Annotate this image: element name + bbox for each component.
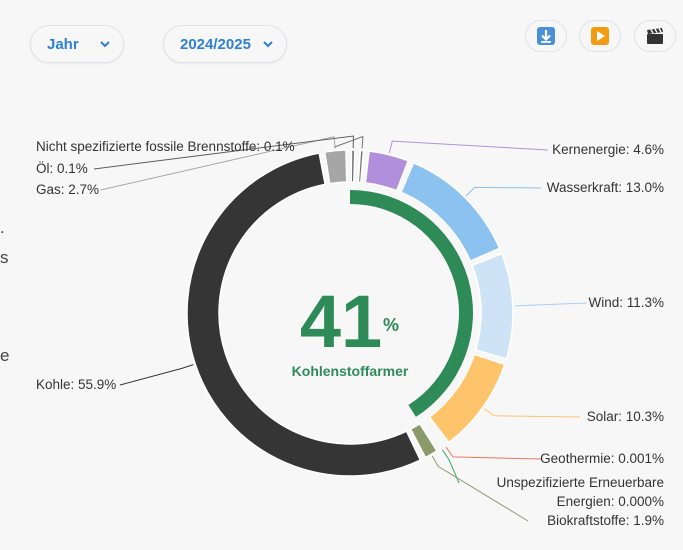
center-value: 41 — [300, 280, 382, 363]
slice-labels: Kernenergie: 4.6% Wasserkraft: 13.0% Wind:… — [36, 139, 664, 528]
slice-kernenergie[interactable] — [364, 150, 410, 192]
slice-label-wasserkraft: Wasserkraft: 13.0% — [547, 180, 664, 195]
slice-solar[interactable] — [428, 353, 506, 444]
low-carbon-arc — [350, 190, 473, 417]
play-button[interactable] — [579, 20, 621, 52]
leader-line-nicht-spezifizierte-fossile-brennstoffe — [334, 135, 364, 149]
leader-line-wind — [514, 302, 587, 307]
slice-label-nicht-spezifizierte-fossile-brennstoffe: Nicht spezifizierte fossile Brennstoffe:… — [36, 139, 295, 154]
slice-kohle[interactable] — [186, 152, 422, 477]
chevron-down-icon — [263, 41, 273, 48]
leader-line-wasserkraft — [465, 186, 542, 197]
slice-gas[interactable] — [323, 149, 348, 185]
slice-nicht-spezifizierte-fossile-brennstoffe[interactable] — [357, 149, 365, 184]
slice-label-wind: Wind: 11.3% — [588, 295, 664, 310]
slice-ol[interactable] — [350, 149, 356, 183]
slice-label-unspezifizierte-erneuerbare-energien: Unspezifizierte Erneuerbare — [497, 475, 664, 490]
slice-label-kernenergie: Kernenergie: 4.6% — [552, 142, 664, 157]
play-icon — [591, 27, 609, 45]
year-select[interactable]: 2024/2025 — [163, 25, 287, 63]
center-label: Kohlenstoffarmer — [292, 363, 409, 379]
slice-label-solar: Solar: 10.3% — [587, 409, 664, 424]
year-select-value: 2024/2025 — [180, 35, 251, 53]
leader-line-geothermie — [445, 446, 542, 460]
leader-line-kohle — [119, 364, 194, 386]
slice-label-geothermie: Geothermie: 0.001% — [540, 451, 664, 466]
slice-label-gas: Gas: 2.7% — [36, 182, 99, 197]
slice-biokraftstoffe[interactable] — [409, 422, 438, 459]
period-select[interactable]: Jahr — [30, 25, 124, 63]
leader-line-gas — [100, 136, 336, 191]
leader-line-solar — [484, 408, 581, 418]
chevron-down-icon — [100, 41, 110, 48]
leader-line-unspezifizierte-erneuerbare-energien — [441, 449, 460, 484]
slice-wasserkraft[interactable] — [400, 161, 501, 263]
clipped-text-fragment: . — [0, 218, 5, 237]
slice-label-unspezifizierte-erneuerbare-energien: Energien: 0.000% — [557, 494, 664, 509]
clapper-icon — [647, 28, 663, 44]
period-select-value: Jahr — [47, 35, 79, 53]
leader-line-biokraftstoffe — [431, 455, 529, 522]
leader-line-ol — [93, 135, 354, 170]
video-export-button[interactable] — [634, 20, 676, 52]
download-icon — [537, 27, 555, 45]
inner-ring — [350, 190, 473, 417]
outer-ring — [186, 149, 514, 477]
download-button[interactable] — [525, 20, 567, 52]
center-unit: % — [383, 315, 399, 335]
slice-label-biokraftstoffe: Biokraftstoffe: 1.9% — [547, 513, 664, 528]
leader-line-kernenergie — [388, 140, 548, 153]
clipped-text-fragment: s — [0, 248, 9, 267]
leader-lines — [93, 135, 587, 522]
slice-wind[interactable] — [471, 252, 514, 360]
clipped-text-fragment: e — [0, 346, 10, 365]
slice-label-kohle: Kohle: 55.9% — [36, 377, 116, 392]
slice-label-ol: Öl: 0.1% — [36, 161, 88, 176]
